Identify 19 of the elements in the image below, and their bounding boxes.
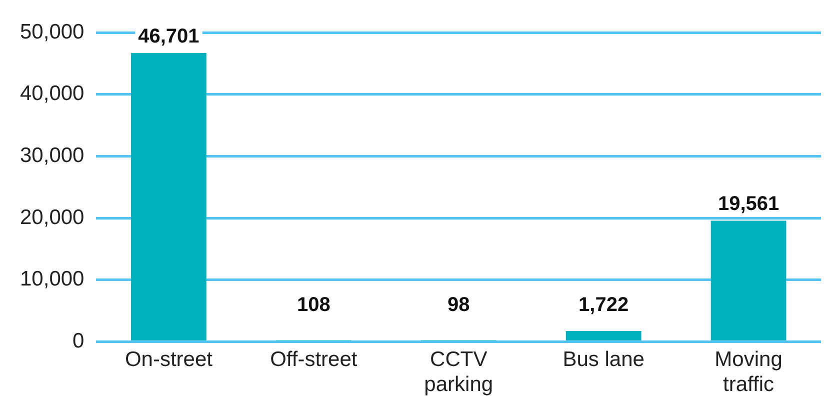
x-tick-label: CCTV parking bbox=[424, 348, 494, 396]
y-tick-label: 10,000 bbox=[20, 268, 84, 291]
x-tick-label: Off-street bbox=[270, 348, 358, 371]
data-label: 98 bbox=[447, 294, 470, 316]
y-tick-label: 20,000 bbox=[20, 206, 84, 229]
data-label: 19,561 bbox=[718, 193, 780, 216]
y-tick-label: 30,000 bbox=[20, 144, 84, 167]
x-tick-label: On-street bbox=[124, 348, 213, 371]
data-label: 108 bbox=[296, 294, 330, 316]
data-label: 1,722 bbox=[578, 294, 629, 316]
y-tick-label: 40,000 bbox=[20, 82, 84, 106]
y-tick-label: 50,000 bbox=[20, 20, 84, 44]
x-tick-label: Bus lane bbox=[562, 348, 644, 371]
bar bbox=[710, 220, 786, 340]
x-tick-label: Moving traffic bbox=[714, 348, 782, 396]
bar bbox=[131, 52, 206, 340]
data-label: 46,701 bbox=[138, 26, 200, 48]
y-tick-label: 0 bbox=[72, 329, 84, 352]
bar bbox=[566, 330, 642, 340]
